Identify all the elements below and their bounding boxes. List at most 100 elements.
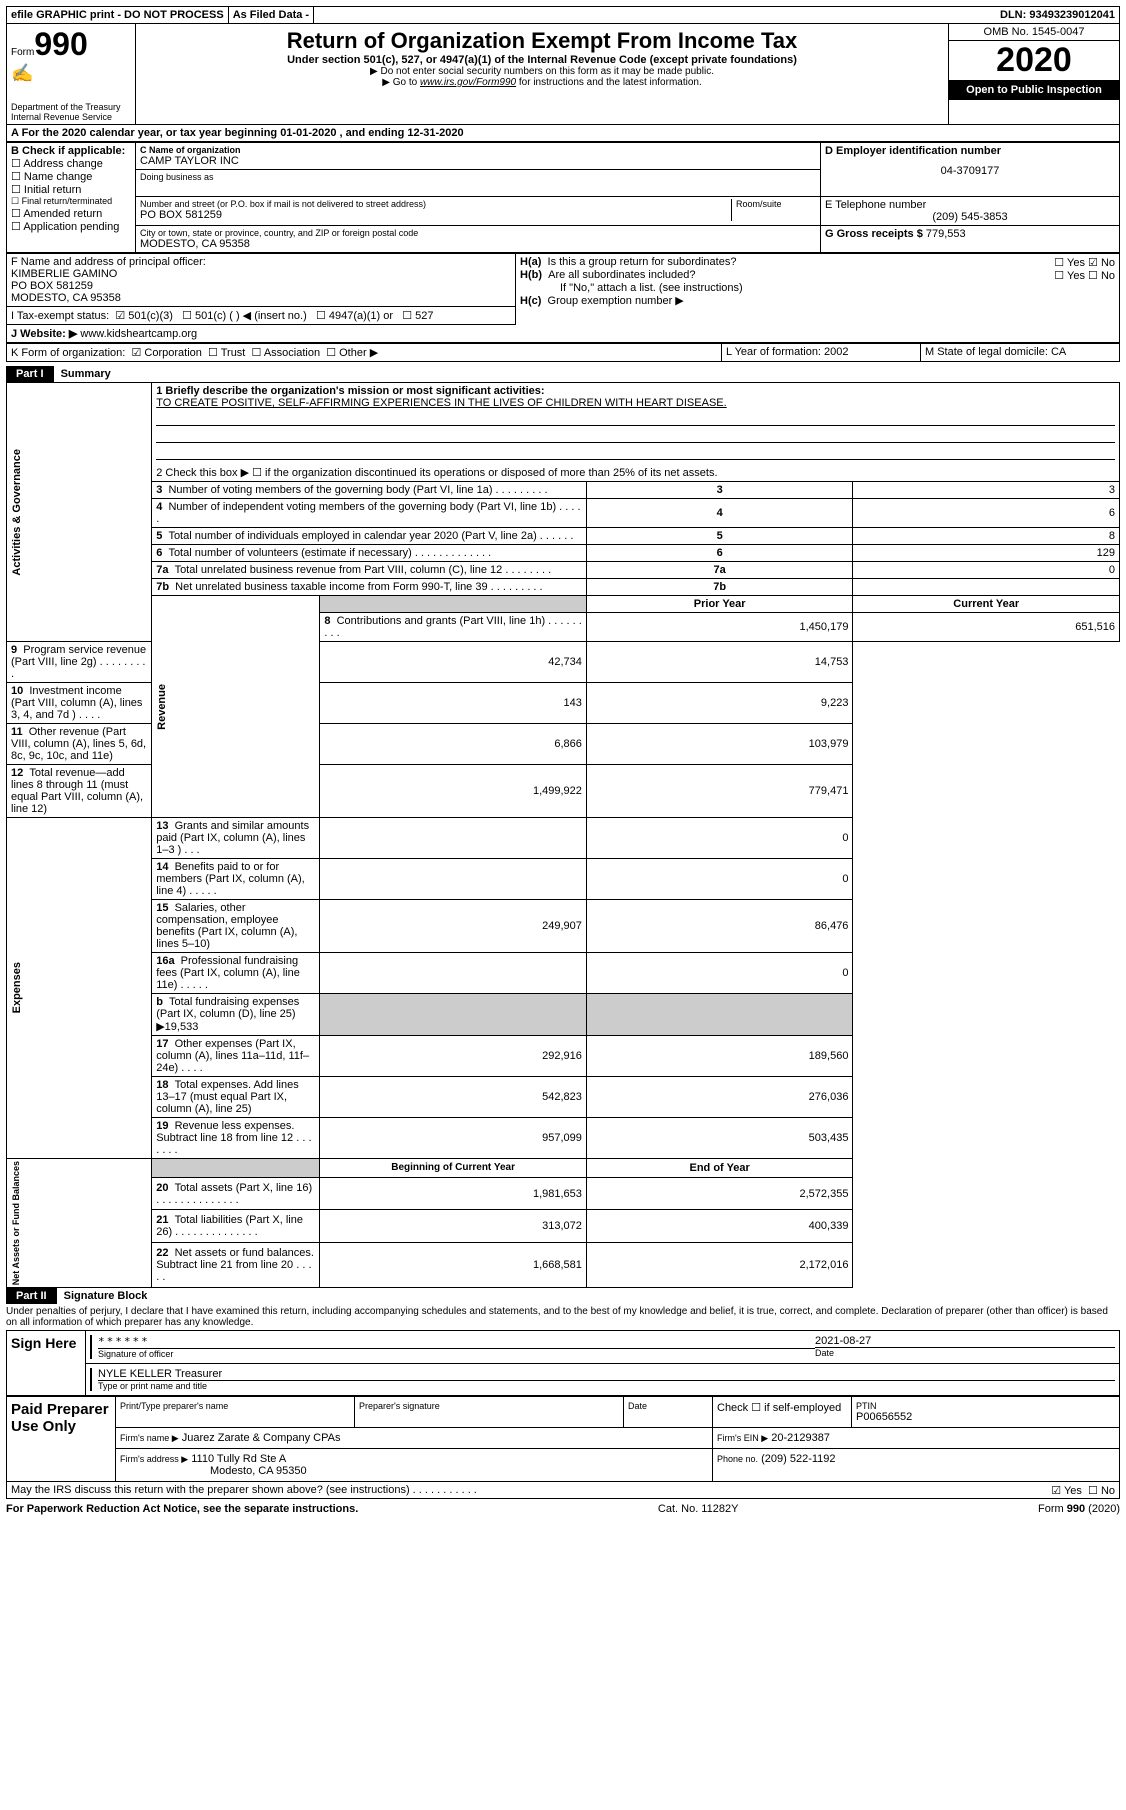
- date-label: Date: [815, 1347, 1115, 1358]
- line-14-prior: [320, 859, 587, 900]
- line-3-val: 3: [853, 482, 1120, 499]
- chk-amended-return[interactable]: Amended return: [11, 207, 131, 220]
- j-val: www.kidsheartcamp.org: [77, 328, 197, 340]
- line-17-text: 17 Other expenses (Part IX, column (A), …: [152, 1036, 320, 1077]
- irs-link[interactable]: www.irs.gov/Form990: [420, 77, 516, 88]
- k-trust[interactable]: Trust: [208, 347, 245, 359]
- line-10-text: 10 Investment income (Part VIII, column …: [7, 683, 152, 724]
- hb-note: If "No," attach a list. (see instruction…: [520, 282, 1115, 294]
- chk-initial-return[interactable]: Initial return: [11, 183, 131, 196]
- efile-banner: efile GRAPHIC print - DO NOT PROCESS As …: [6, 6, 1120, 24]
- col-c-addr: Number and street (or P.O. box if mail i…: [136, 197, 821, 226]
- k-corp[interactable]: Corporation: [131, 347, 201, 359]
- entity-section: B Check if applicable: Address change Na…: [6, 142, 1120, 253]
- i-501c[interactable]: 501(c) ( ) ◀ (insert no.): [182, 310, 307, 322]
- dept: Department of the Treasury: [11, 102, 131, 112]
- k-other[interactable]: Other ▶: [326, 347, 378, 359]
- line-22-eoy: 2,172,016: [586, 1242, 853, 1288]
- q1: 1 Briefly describe the organization's mi…: [156, 385, 1115, 397]
- firm-phone: (209) 522-1192: [761, 1453, 835, 1465]
- omb-number: OMB No. 1545-0047: [949, 24, 1119, 41]
- officer-sig-stars: ******: [98, 1335, 815, 1348]
- ptin-label: PTIN: [856, 1401, 1115, 1411]
- gross-val: 779,553: [926, 228, 966, 240]
- i-501c3[interactable]: 501(c)(3): [115, 310, 173, 322]
- line-10-prior: 143: [320, 683, 587, 724]
- col-boy: Beginning of Current Year: [320, 1159, 587, 1178]
- i-527[interactable]: 527: [402, 310, 433, 322]
- j-label: J Website: ▶: [11, 328, 77, 340]
- line-9-prior: 42,734: [320, 642, 587, 683]
- line-11-prior: 6,866: [320, 724, 587, 765]
- phone: (209) 545-3853: [825, 211, 1115, 223]
- part2-tag: Part II: [6, 1288, 57, 1304]
- line-8-prior: 1,450,179: [586, 613, 853, 642]
- ha-label: H(a): [520, 256, 541, 269]
- spacer: [320, 596, 587, 613]
- perjury-text: Under penalties of perjury, I declare th…: [6, 1306, 1120, 1328]
- sec-f: F Name and address of principal officer:…: [7, 254, 516, 307]
- line-12-text: 12 Total revenue—add lines 8 through 11 …: [7, 765, 152, 818]
- line-3-num: 3: [586, 482, 853, 499]
- line-19-prior: 957,099: [320, 1118, 587, 1159]
- prep-date-label: Date: [628, 1401, 708, 1411]
- check-self-employed[interactable]: Check ☐ if self-employed: [713, 1397, 852, 1428]
- line-14-curr: 0: [586, 859, 853, 900]
- gross-label: G Gross receipts $: [825, 228, 926, 240]
- discuss-no[interactable]: No: [1088, 1485, 1115, 1497]
- room-label: Room/suite: [736, 199, 816, 209]
- line-7b-num: 7b: [586, 579, 853, 596]
- irs: Internal Revenue Service: [11, 112, 131, 122]
- ha-no[interactable]: No: [1088, 256, 1115, 269]
- col-c-name: C Name of organization CAMP TAYLOR INC: [136, 143, 821, 170]
- type-print-label: Type or print name and title: [98, 1380, 1115, 1391]
- form-title: Return of Organization Exempt From Incom…: [144, 28, 940, 54]
- prep-sig-label: Preparer's signature: [359, 1401, 619, 1411]
- bullet2-prefix: ▶ Go to: [382, 77, 420, 88]
- col-b: B Check if applicable: Address change Na…: [7, 143, 136, 253]
- hb-q: Are all subordinates included?: [548, 269, 1054, 282]
- i-4947[interactable]: 4947(a)(1) or: [316, 310, 393, 322]
- discuss-yes[interactable]: Yes: [1051, 1485, 1082, 1497]
- part2-title: Signature Block: [64, 1290, 148, 1302]
- ha-q: Is this a group return for subordinates?: [548, 256, 1055, 269]
- line-b-prior: [320, 994, 587, 1036]
- line-19-text: 19 Revenue less expenses. Subtract line …: [152, 1118, 320, 1159]
- i-label: I Tax-exempt status:: [11, 310, 109, 322]
- hc-label: H(c): [520, 295, 541, 307]
- chk-final-return[interactable]: Final return/terminated: [11, 196, 131, 207]
- phone-label: E Telephone number: [825, 199, 1115, 211]
- col-curr: Current Year: [853, 596, 1120, 613]
- vlabel-na: Net Assets or Fund Balances: [7, 1159, 152, 1288]
- signature-table: Sign Here ****** Signature of officer 20…: [6, 1330, 1120, 1396]
- k-assoc[interactable]: Association: [252, 347, 321, 359]
- open-to-public: Open to Public Inspection: [949, 80, 1119, 100]
- q2: 2 Check this box ▶ ☐ if the organization…: [152, 464, 1120, 482]
- line-7a-text: 7a Total unrelated business revenue from…: [152, 562, 587, 579]
- hb-yes[interactable]: Yes: [1054, 269, 1085, 282]
- as-filed-text: As Filed Data -: [229, 7, 314, 23]
- line-7b-text: 7b Net unrelated business taxable income…: [152, 579, 587, 596]
- officer-name: NYLE KELLER Treasurer: [98, 1368, 1115, 1380]
- hb-no[interactable]: No: [1088, 269, 1115, 282]
- bullet2-suffix: for instructions and the latest informat…: [516, 77, 702, 88]
- line-20-eoy: 2,572,355: [586, 1177, 853, 1209]
- line-16a-prior: [320, 953, 587, 994]
- f-label: F Name and address of principal officer:: [11, 256, 511, 268]
- efile-text: efile GRAPHIC print - DO NOT PROCESS: [7, 7, 229, 23]
- line-5-num: 5: [586, 528, 853, 545]
- chk-name-change[interactable]: Name change: [11, 170, 131, 183]
- line-6-num: 6: [586, 545, 853, 562]
- line-5-text: 5 Total number of individuals employed i…: [152, 528, 587, 545]
- chk-application-pending[interactable]: Application pending: [11, 220, 131, 233]
- ha-yes[interactable]: Yes: [1054, 256, 1085, 269]
- col-eoy: End of Year: [586, 1159, 853, 1178]
- footer-left: For Paperwork Reduction Act Notice, see …: [6, 1503, 358, 1515]
- line-7a-num: 7a: [586, 562, 853, 579]
- firm-ein-label: Firm's EIN ▶: [717, 1433, 768, 1443]
- line-18-text: 18 Total expenses. Add lines 13–17 (must…: [152, 1077, 320, 1118]
- addr: PO BOX 581259: [140, 209, 731, 221]
- sec-h: H(a) Is this a group return for subordin…: [516, 254, 1120, 325]
- bullet1: ▶ Do not enter social security numbers o…: [144, 66, 940, 77]
- chk-address-change[interactable]: Address change: [11, 157, 131, 170]
